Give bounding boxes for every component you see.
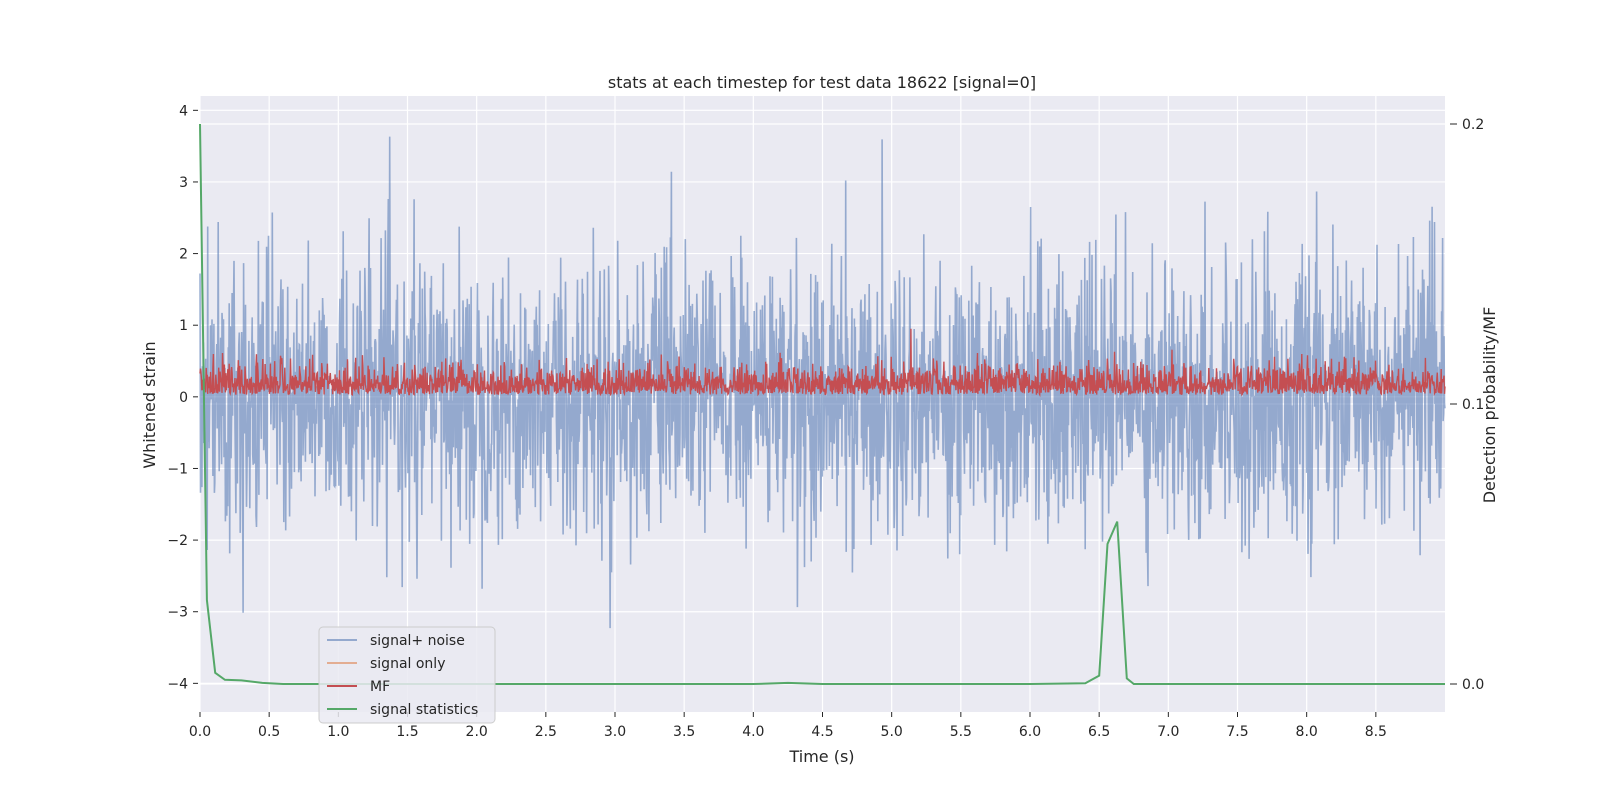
y2-tick-label: 0.1 [1462, 397, 1484, 413]
y-axis-ticks: −4 −3 −2 −1 0 1 2 3 4 [167, 103, 198, 692]
x-tick-label: 4.5 [811, 724, 833, 740]
y-tick-label: −2 [167, 533, 188, 549]
series-signal-statistics [199, 123, 1445, 685]
x-tick-label: 7.5 [1226, 724, 1248, 740]
legend: signal+ noise signal only MF signal stat… [318, 626, 496, 724]
y-tick-label: 0 [179, 390, 188, 406]
x-axis-ticks: 0.0 0.5 1.0 1.5 2.0 2.5 3.0 3.5 4.0 4.5 5.0 5.5 6.0 6… [189, 712, 1387, 740]
x-tick-label: 5.0 [881, 724, 903, 740]
x-tick-label: 1.5 [396, 724, 418, 740]
x-tick-label: 1.0 [327, 724, 349, 740]
x-tick-label: 3.0 [604, 724, 626, 740]
y-tick-label: −3 [167, 605, 188, 621]
x-tick-label: 6.5 [1088, 724, 1110, 740]
x-axis-label: Time (s) [788, 747, 854, 766]
y2-axis-label: Detection probability/MF [1480, 307, 1499, 504]
y-tick-label: −4 [167, 676, 188, 692]
x-tick-label: 3.5 [673, 724, 695, 740]
x-tick-label: 2.5 [535, 724, 557, 740]
y-tick-label: 4 [179, 103, 188, 119]
y-tick-label: 2 [179, 247, 188, 263]
chart-title: stats at each timestep for test data 186… [608, 73, 1036, 92]
y2-tick-label: 0.0 [1462, 677, 1484, 693]
series-mf [199, 328, 1446, 398]
x-tick-label: 8.0 [1296, 724, 1318, 740]
x-tick-label: 4.0 [742, 724, 764, 740]
legend-label-signal-only: signal only [370, 656, 445, 672]
y-tick-label: 3 [179, 175, 188, 191]
series-mf-line [199, 328, 1446, 398]
series-signal-noise [199, 136, 1446, 629]
series-signal-noise-line [199, 136, 1446, 629]
series-signal-statistics-line [199, 123, 1445, 685]
x-tick-label: 5.5 [950, 724, 972, 740]
x-tick-label: 6.0 [1019, 724, 1041, 740]
x-tick-label: 0.0 [189, 724, 211, 740]
y-tick-label: 1 [179, 318, 188, 334]
x-tick-label: 2.0 [466, 724, 488, 740]
y2-tick-label: 0.2 [1462, 117, 1484, 133]
y-tick-label: −1 [167, 461, 188, 477]
legend-label-mf: MF [370, 679, 390, 695]
x-tick-label: 7.0 [1157, 724, 1179, 740]
legend-label-signal-statistics: signal statistics [370, 702, 478, 718]
y2-axis-ticks: 0.0 0.1 0.2 [1450, 117, 1484, 693]
y-axis-label: Whitened strain [140, 341, 159, 468]
x-tick-label: 8.5 [1365, 724, 1387, 740]
x-tick-label: 0.5 [258, 724, 280, 740]
legend-label-signal-noise: signal+ noise [370, 633, 465, 649]
legend-box [318, 626, 496, 724]
